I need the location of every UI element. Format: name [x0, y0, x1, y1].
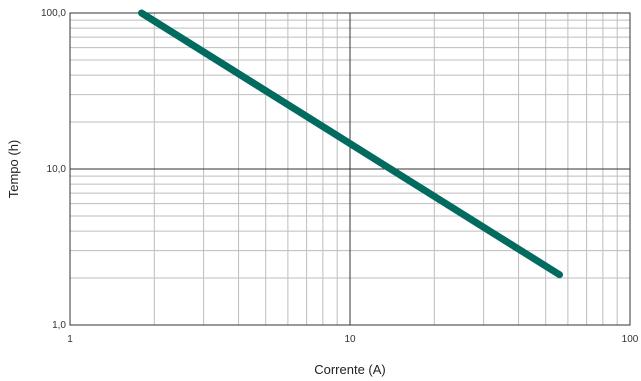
x-tick-label: 10 — [344, 334, 356, 345]
x-axis-label: Corrente (A) — [314, 362, 386, 377]
series-line — [138, 9, 563, 279]
y-tick-label: 100,0 — [41, 8, 66, 19]
y-tick-label: 1,0 — [52, 320, 66, 331]
series-layer — [138, 9, 563, 279]
x-tick-label: 100 — [622, 334, 639, 345]
y-tick-labels: 1,0 10,0 100,0 — [41, 8, 66, 331]
x-tick-labels: 1 10 100 — [67, 334, 639, 345]
x-tick-label: 1 — [67, 334, 73, 345]
y-axis-label: Tempo (h) — [6, 140, 21, 199]
plot-frame — [69, 12, 631, 326]
y-tick-label: 10,0 — [47, 164, 67, 175]
